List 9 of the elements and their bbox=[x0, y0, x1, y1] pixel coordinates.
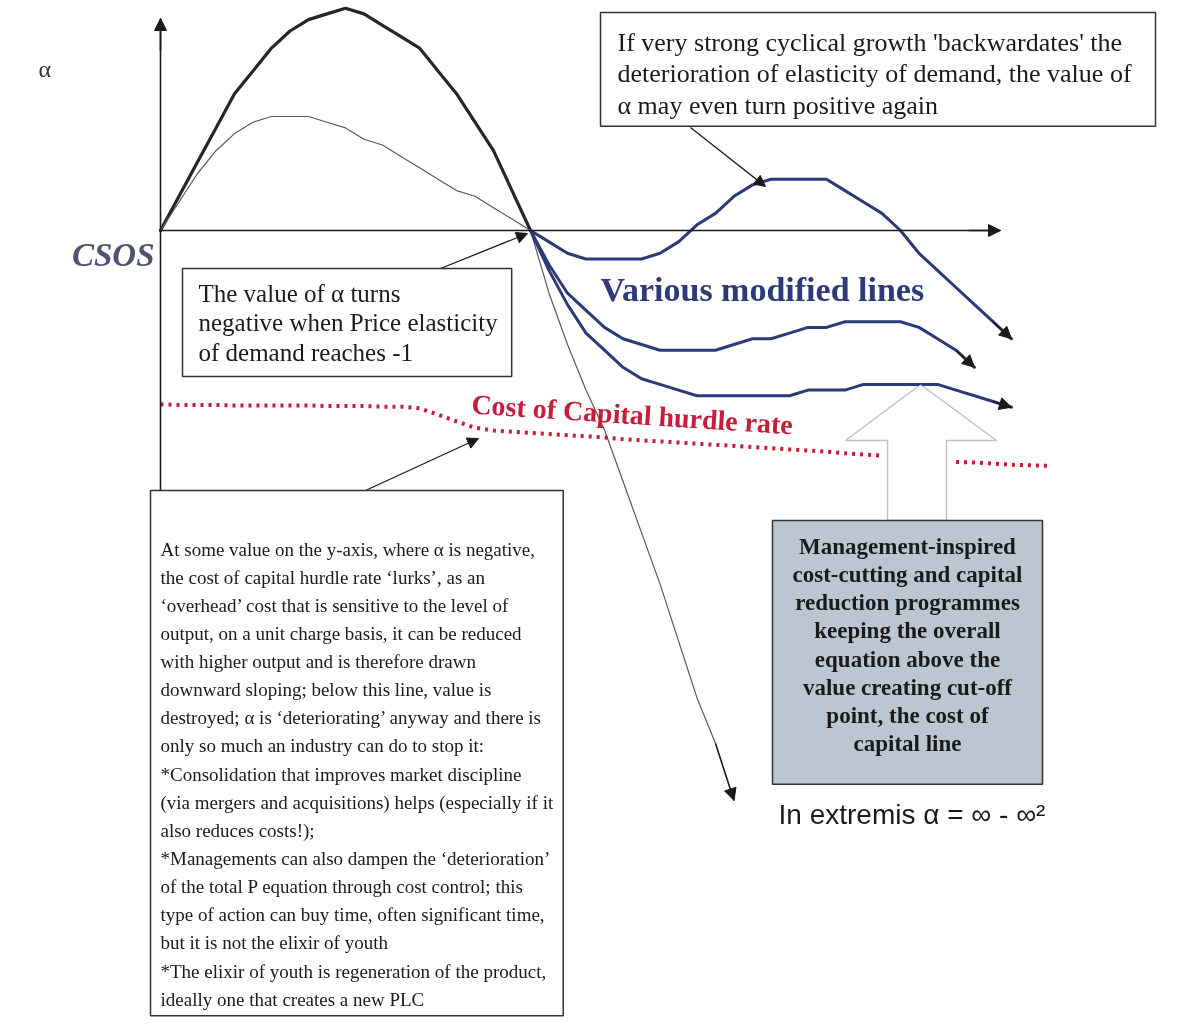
annotation: If very strong cyclical growth 'backwardates' the deterioration of elasticity of demand, the value of α may even turn positive again bbox=[617, 27, 1132, 121]
text: At some value on the y-axis, where α is negative, the cost of capital hurdle rate ‘lurks’, as an ‘overhead’ cost that is sensitive to the level of output, on a unit charge basis, it can be reduced with higher output and is therefore drawn downward sloping; below this line, value is destroyed; α is ‘deteriorating’ anyway and there is only so much an industry can do to stop it: *Consolidation that improves market discipline (via mergers and acquisitions) helps (especially if it also reduces costs!); *Managements can also dampen the ‘deterioration’ of the total P equation through cost control; this type of action can buy time, often significant time, but it is not the elixir of youth *The elixir of youth is regeneration of the product, ideally one that creates a new PLC bbox=[160, 538, 554, 1010]
y-axis-title: α bbox=[38, 55, 52, 82]
annotation: Management-inspired cost-cutting and capital reduction programmes keeping the overall equation above the value creating cut-off point, the cost of capital line bbox=[792, 533, 1023, 757]
annotation: Various modified lines bbox=[600, 270, 925, 308]
annotation: The value of α turns negative when Price elasticity of demand reaches -1 bbox=[198, 279, 499, 367]
series-label: Cost of Capital hurdle rate bbox=[470, 388, 794, 441]
annotation: In extremis α = ∞ - ∞² bbox=[778, 798, 1046, 830]
annotation: CSOS bbox=[71, 236, 155, 273]
